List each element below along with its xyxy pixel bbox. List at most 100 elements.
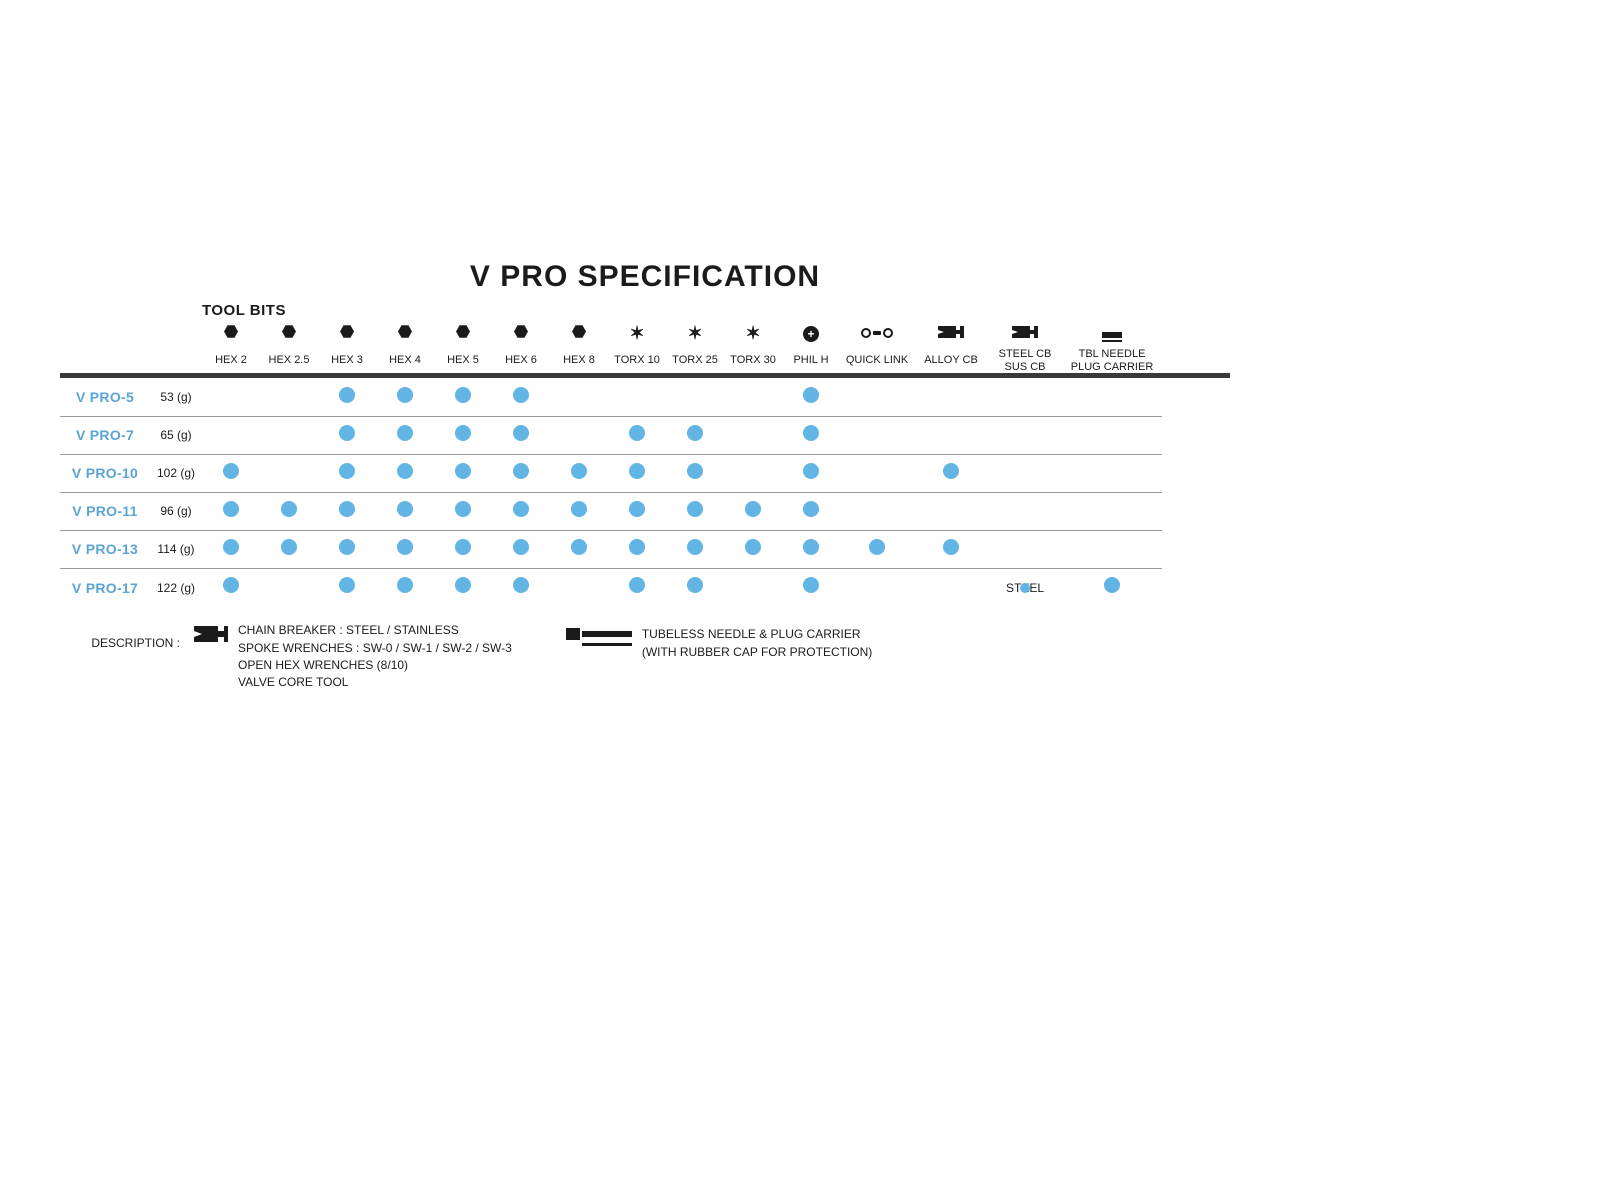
chainbreaker-icon: [1012, 327, 1038, 344]
description-line: OPEN HEX WRENCHES (8/10): [238, 657, 512, 674]
feature-cell: [376, 492, 434, 530]
product-weight: 65 (g): [150, 416, 202, 454]
feature-cell: [1062, 492, 1162, 530]
column-label: TORX 10: [608, 348, 666, 376]
hex-icon: [514, 325, 528, 339]
feature-cell: [1062, 378, 1162, 416]
feature-dot-icon: [1104, 577, 1120, 593]
feature-dot-icon: [745, 539, 761, 555]
feature-cell: [318, 454, 376, 492]
feature-cell: [550, 378, 608, 416]
page-title: V PRO SPECIFICATION: [60, 260, 1230, 294]
table-row: V PRO-17122 (g)STEEL: [60, 568, 1230, 606]
chainbreaker-icon: [938, 327, 964, 344]
feature-cell: [202, 454, 260, 492]
column-label: HEX 5: [434, 348, 492, 376]
feature-cell: [376, 530, 434, 568]
hex-icon: [572, 325, 586, 339]
feature-cell: [260, 454, 318, 492]
feature-dot-icon: [803, 387, 819, 403]
feature-dot-icon: [687, 463, 703, 479]
feature-cell: [260, 416, 318, 454]
feature-dot-icon: [629, 425, 645, 441]
column-label: HEX 8: [550, 348, 608, 376]
feature-text: STEEL: [1006, 581, 1044, 595]
feature-cell: [914, 568, 988, 606]
feature-cell: [782, 530, 840, 568]
feature-cell: [202, 416, 260, 454]
feature-cell: [434, 530, 492, 568]
feature-dot-icon: [397, 501, 413, 517]
chainbreaker-icon: [194, 622, 228, 649]
feature-cell: STEEL: [988, 568, 1062, 606]
feature-cell: [202, 378, 260, 416]
feature-dot-icon: [281, 501, 297, 517]
feature-cell: [260, 378, 318, 416]
column-label: HEX 2: [202, 348, 260, 376]
feature-cell: [492, 492, 550, 530]
feature-dot-icon: [629, 463, 645, 479]
column-label: TBL NEEDLE PLUG CARRIER: [1062, 348, 1162, 376]
feature-cell: [608, 568, 666, 606]
column-label: HEX 3: [318, 348, 376, 376]
feature-dot-icon: [455, 463, 471, 479]
feature-cell: [376, 416, 434, 454]
feature-cell: [376, 378, 434, 416]
feature-cell: [492, 568, 550, 606]
feature-dot-icon: [803, 539, 819, 555]
column-label: HEX 6: [492, 348, 550, 376]
column-label: PHIL H: [782, 348, 840, 376]
feature-dot-icon: [687, 501, 703, 517]
feature-cell: [318, 492, 376, 530]
feature-dot-icon: [571, 539, 587, 555]
feature-dot-icon: [339, 577, 355, 593]
feature-dot-icon: [629, 501, 645, 517]
feature-dot-icon: [339, 463, 355, 479]
feature-cell: [666, 454, 724, 492]
feature-cell: [840, 492, 914, 530]
feature-cell: [666, 568, 724, 606]
feature-cell: [492, 416, 550, 454]
column-label: HEX 4: [376, 348, 434, 376]
feature-cell: [914, 492, 988, 530]
feature-dot-icon: [339, 501, 355, 517]
feature-cell: [988, 416, 1062, 454]
feature-dot-icon: [397, 539, 413, 555]
feature-cell: [724, 568, 782, 606]
feature-dot-icon: [455, 539, 471, 555]
phillips-icon: +: [803, 326, 819, 342]
description-line: SPOKE WRENCHES : SW-0 / SW-1 / SW-2 / SW…: [238, 640, 512, 657]
feature-cell: [988, 530, 1062, 568]
product-weight: 122 (g): [150, 568, 202, 606]
feature-cell: [914, 378, 988, 416]
feature-cell: [724, 530, 782, 568]
feature-cell: [840, 416, 914, 454]
feature-dot-icon: [803, 463, 819, 479]
feature-cell: [666, 530, 724, 568]
feature-cell: [260, 530, 318, 568]
feature-dot-icon: [397, 463, 413, 479]
feature-cell: [1062, 530, 1162, 568]
feature-dot-icon: [281, 539, 297, 555]
feature-dot-icon: [513, 425, 529, 441]
feature-dot-icon: [629, 577, 645, 593]
feature-cell: [608, 416, 666, 454]
feature-cell: [914, 416, 988, 454]
column-label: QUICK LINK: [840, 348, 914, 376]
feature-cell: [550, 530, 608, 568]
feature-dot-icon: [339, 539, 355, 555]
feature-dot-icon: [455, 501, 471, 517]
torx-icon: ✶: [629, 324, 644, 342]
feature-dot-icon: [223, 539, 239, 555]
feature-cell: [318, 416, 376, 454]
feature-cell: [782, 378, 840, 416]
feature-dot-icon: [513, 501, 529, 517]
torx-icon: ✶: [687, 324, 702, 342]
feature-cell: [988, 492, 1062, 530]
feature-dot-icon: [629, 539, 645, 555]
feature-cell: [318, 530, 376, 568]
table-row: V PRO-13114 (g): [60, 530, 1230, 568]
feature-cell: [550, 416, 608, 454]
feature-dot-icon: [455, 425, 471, 441]
feature-dot-icon: [687, 425, 703, 441]
